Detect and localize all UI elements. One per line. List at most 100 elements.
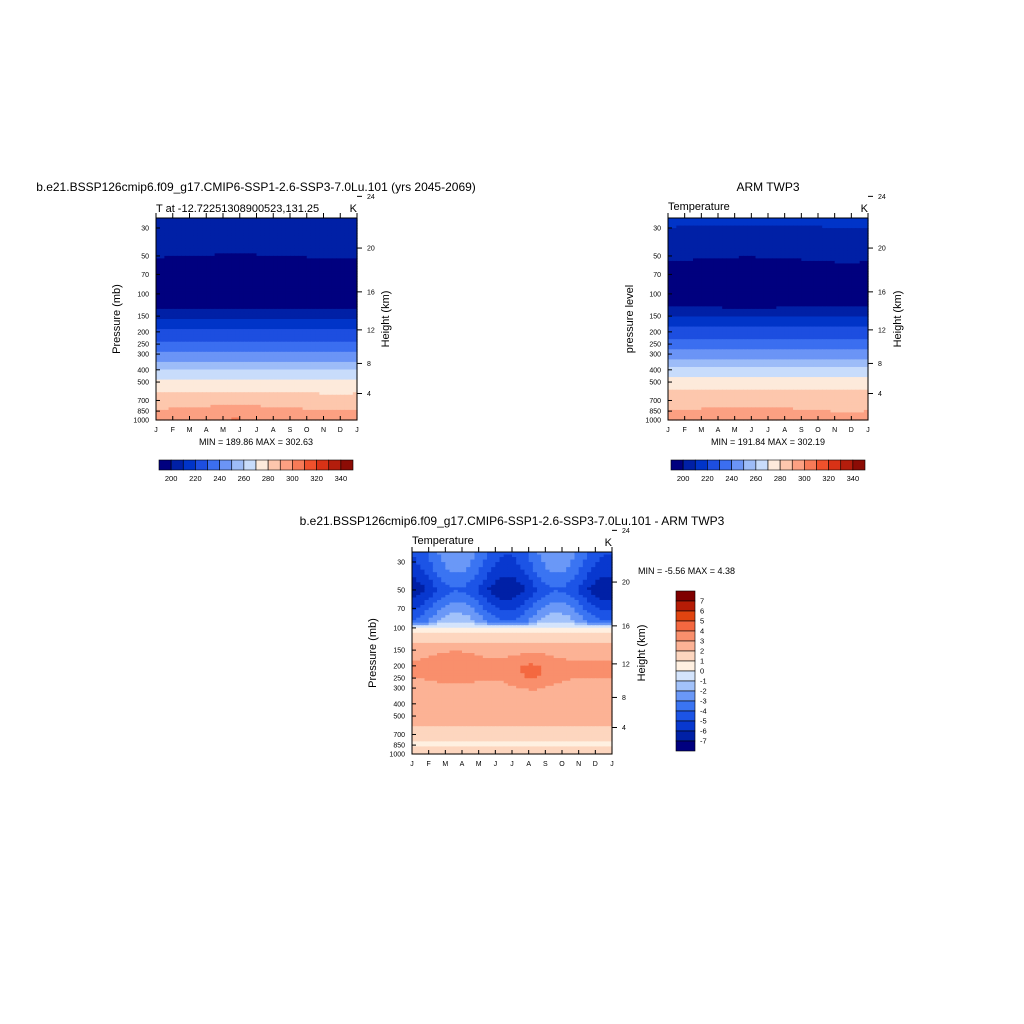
colorbar-tick-label: 320: [822, 474, 835, 483]
y-tick-label: 150: [137, 314, 149, 321]
colorbar-swatch: [170, 459, 184, 471]
x-tick-label: A: [460, 761, 465, 768]
colorbar-tick-label: 300: [286, 474, 299, 483]
x-tick-label: F: [683, 427, 687, 434]
colorbar-tick-label: 200: [677, 474, 690, 483]
colorbar-tick-label: -1: [700, 677, 707, 686]
y-tick-label: 100: [393, 625, 405, 632]
colorbar-tick-label: -3: [700, 697, 707, 706]
panel-right-label: K: [350, 203, 358, 215]
y-tick-label: 700: [649, 398, 661, 405]
colorbar: 200 220 240 260 280 300 320 340: [158, 459, 354, 483]
x-tick-label: M: [732, 427, 738, 434]
y-tick-label: 150: [649, 314, 661, 321]
model-temperature-panel: b.e21.BSSP126cmip6.f09_g17.CMIP6-SSP1-2.…: [36, 180, 476, 483]
x-tick-label: J: [410, 761, 414, 768]
colorbar-swatch: [316, 459, 330, 471]
y-tick-label: 100: [137, 291, 149, 298]
y-tick-label: 1000: [133, 418, 149, 425]
y-tick-label: 250: [649, 342, 661, 349]
y-tick-label: 250: [137, 342, 149, 349]
colorbar-tick-label: 7: [700, 597, 704, 606]
colorbar-tick-label: 0: [700, 667, 704, 676]
colorbar-swatch: [304, 459, 317, 471]
y2-tick-label: 4: [878, 391, 882, 398]
y2-tick-label: 16: [622, 623, 630, 630]
contour-field: [668, 218, 869, 421]
contour-plot: J F M A M J J A S O N D J 30 50 70 100 150 200 250 300 400 500…: [645, 194, 885, 434]
x-tick-label: M: [476, 761, 482, 768]
colorbar-swatch: [675, 720, 696, 732]
y-tick-label: 200: [393, 663, 405, 670]
y2-tick-label: 20: [622, 580, 630, 587]
y-tick-label: 250: [393, 676, 405, 683]
y-tick-label: 300: [137, 352, 149, 359]
colorbar-swatch: [675, 680, 696, 692]
colorbar-swatch: [675, 600, 696, 612]
y-tick-label: 30: [141, 225, 149, 232]
x-tick-label: F: [171, 427, 175, 434]
colorbar-swatch: [694, 459, 708, 471]
colorbar-swatch: [828, 459, 842, 471]
colorbar-swatch: [675, 620, 696, 632]
x-tick-label: J: [355, 427, 359, 434]
x-tick-label: J: [610, 761, 614, 768]
colorbar-swatch: [219, 459, 233, 471]
y2-tick-label: 4: [622, 725, 626, 732]
colorbar: 200 220 240 260 280 300 320 340: [670, 459, 866, 483]
x-tick-label: D: [593, 761, 598, 768]
x-tick-label: J: [766, 427, 770, 434]
colorbar-tick-label: 2: [700, 647, 704, 656]
colorbar-tick-label: 5: [700, 617, 704, 626]
y-tick-label: 300: [393, 686, 405, 693]
y2-tick-label: 16: [367, 289, 375, 296]
difference-panel: b.e21.BSSP126cmip6.f09_g17.CMIP6-SSP1-2.…: [300, 514, 735, 768]
colorbar-swatch: [731, 459, 745, 471]
colorbar-swatch: [816, 459, 829, 471]
y2-tick-label: 12: [367, 327, 375, 334]
colorbar-swatch: [804, 459, 817, 471]
colorbar-swatch: [675, 670, 696, 682]
x-tick-label: F: [427, 761, 431, 768]
y-tick-label: 70: [397, 606, 405, 613]
colorbar-swatch: [719, 459, 732, 471]
y2-axis-label: Height (km): [380, 291, 392, 348]
colorbar-swatch: [255, 459, 269, 471]
y2-tick-label: 16: [878, 289, 886, 296]
obs-temperature-panel: ARM TWP3 Temperature K J F M A M J J A S O N D J 30 50…: [624, 180, 904, 483]
colorbar-swatch: [267, 459, 281, 471]
colorbar-tick-label: 340: [847, 474, 860, 483]
y2-axis-label: Height (km): [892, 291, 904, 348]
contour-plot: J F M A M J J A S O N D J 30 50 70 100 150 200 250 300 400 500…: [133, 194, 374, 434]
contour-field: [156, 218, 358, 421]
y-tick-label: 70: [141, 272, 149, 279]
colorbar-swatch: [279, 459, 293, 471]
y-tick-label: 100: [649, 291, 661, 298]
colorbar-tick-label: 3: [700, 637, 704, 646]
colorbar-tick-label: 6: [700, 607, 704, 616]
panel-title: b.e21.BSSP126cmip6.f09_g17.CMIP6-SSP1-2.…: [300, 514, 725, 528]
x-tick-label: N: [832, 427, 837, 434]
colorbar-swatch: [243, 459, 257, 471]
colorbar-swatch: [207, 459, 220, 471]
colorbar-swatch: [755, 459, 769, 471]
contour-plot: J F M A M J J A S O N D J 30 50 70 100 150 200 250 300 400 500…: [389, 528, 629, 768]
y2-tick-label: 8: [878, 361, 882, 368]
min-max-label: MIN = 191.84 MAX = 302.19: [711, 437, 825, 447]
colorbar-swatch: [675, 640, 696, 652]
x-tick-label: A: [716, 427, 721, 434]
colorbar-tick-label: 220: [189, 474, 202, 483]
panel-left-label: Temperature: [412, 535, 474, 547]
x-tick-label: O: [815, 427, 821, 434]
colorbar-swatch: [675, 730, 696, 742]
colorbar-swatch: [675, 700, 696, 712]
colorbar-tick-label: 260: [238, 474, 251, 483]
x-tick-label: A: [782, 427, 787, 434]
x-tick-label: M: [220, 427, 226, 434]
colorbar-swatch: [675, 740, 696, 752]
x-tick-label: J: [750, 427, 754, 434]
y2-tick-label: 20: [367, 246, 375, 253]
y2-tick-label: 24: [367, 194, 375, 201]
colorbar-swatch: [779, 459, 793, 471]
x-tick-label: J: [238, 427, 242, 434]
